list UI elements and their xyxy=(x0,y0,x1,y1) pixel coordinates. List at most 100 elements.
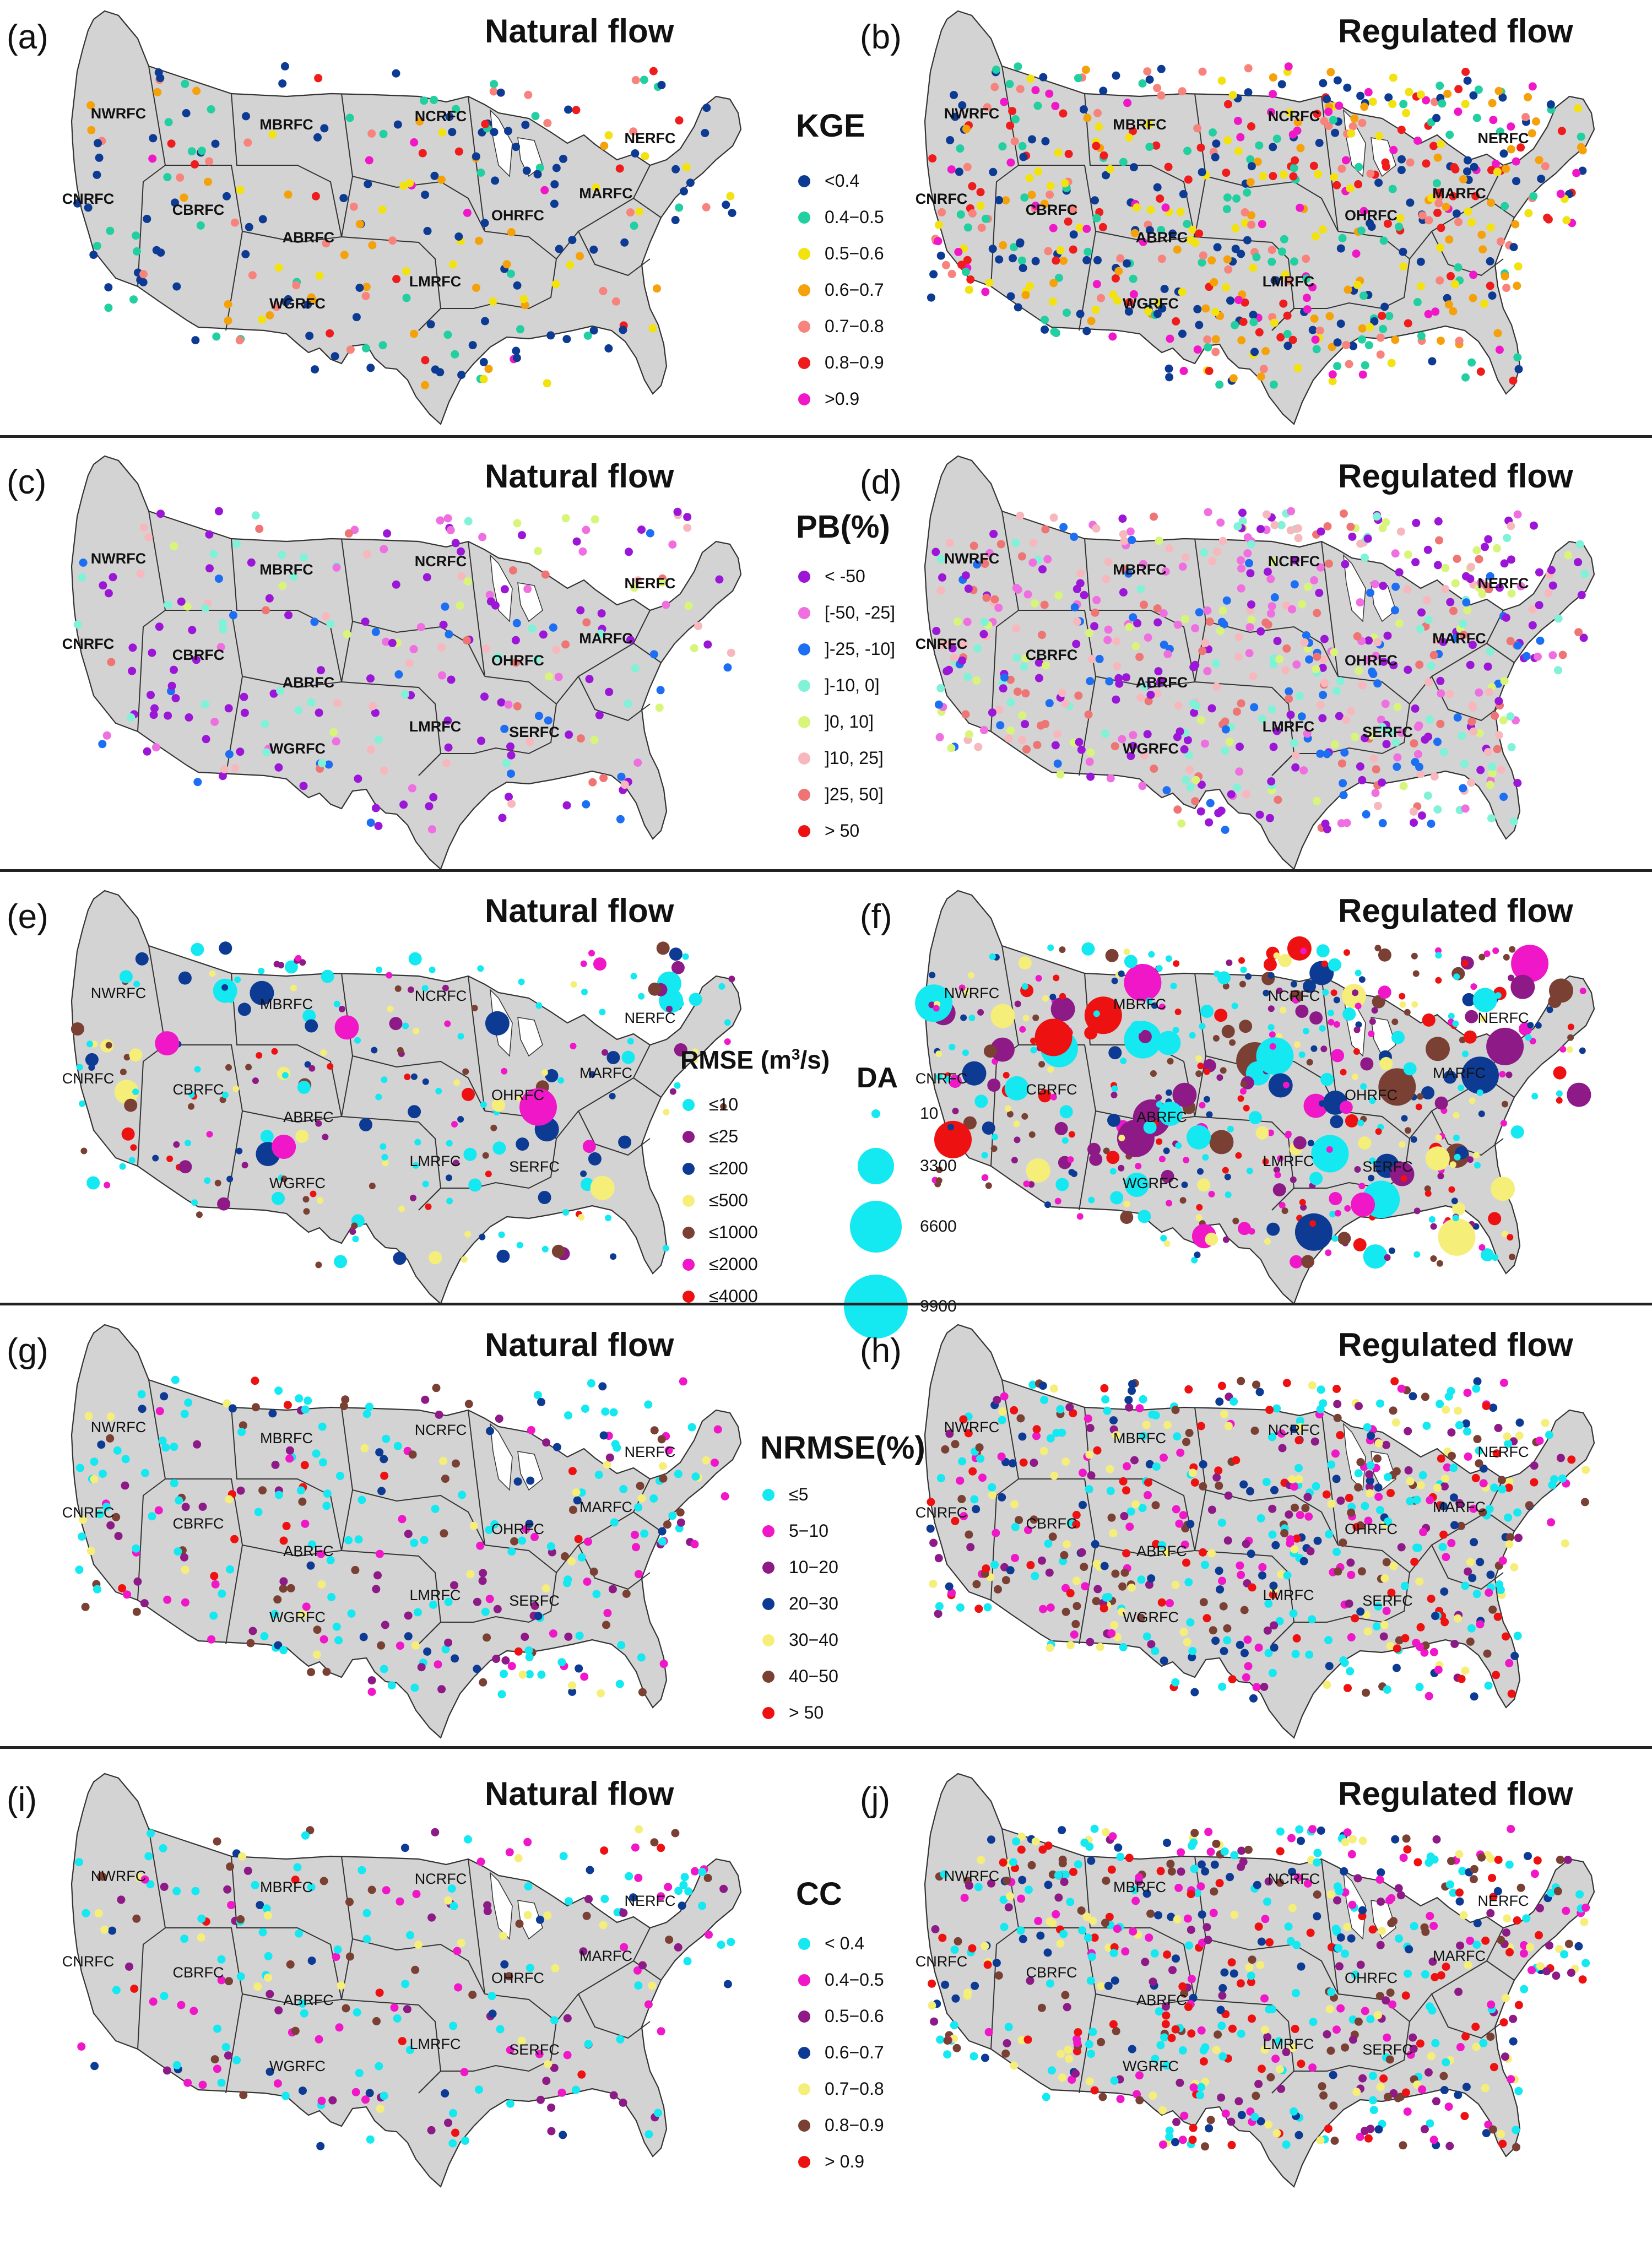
station-marker xyxy=(1119,1477,1128,1486)
station-marker xyxy=(1387,359,1396,367)
station-marker xyxy=(1317,527,1325,536)
station-marker xyxy=(1519,1949,1528,1958)
station-marker xyxy=(1287,507,1296,516)
station-marker xyxy=(598,1382,607,1391)
station-marker xyxy=(1048,1532,1057,1541)
station-marker xyxy=(513,702,522,711)
station-marker xyxy=(1358,1906,1367,1915)
station-marker xyxy=(1270,318,1279,327)
station-marker xyxy=(1229,374,1238,383)
station-marker xyxy=(1209,128,1217,137)
station-marker xyxy=(1276,1827,1285,1836)
station-marker xyxy=(1259,172,1268,181)
station-marker xyxy=(1214,1466,1223,1475)
map-panel-nrmse-left: NWRFC MBRFC NCRFC NERFC CNRFC CBRFC ABRFC OHRFC… xyxy=(0,1314,799,1749)
station-marker xyxy=(1358,335,1366,344)
station-marker xyxy=(1111,742,1119,751)
station-marker xyxy=(1558,1474,1567,1483)
station-marker xyxy=(225,1495,234,1504)
station-marker xyxy=(1126,527,1135,536)
station-marker xyxy=(1310,1045,1318,1052)
station-marker xyxy=(1033,101,1042,110)
station-marker xyxy=(1080,590,1088,599)
station-marker xyxy=(372,1585,381,1594)
station-marker xyxy=(224,2051,232,2060)
station-marker xyxy=(1294,1436,1303,1445)
station-marker xyxy=(1205,2124,1214,2133)
station-marker xyxy=(1561,1539,1569,1548)
station-marker xyxy=(1474,1162,1481,1169)
station-marker xyxy=(1290,257,1298,266)
station-marker xyxy=(538,1191,551,1204)
station-marker xyxy=(605,687,614,696)
station-marker xyxy=(408,1105,421,1119)
station-marker xyxy=(1236,1640,1244,1649)
station-marker xyxy=(339,194,348,203)
station-marker xyxy=(1320,1045,1328,1053)
station-marker xyxy=(1091,196,1099,205)
station-marker xyxy=(1211,348,1220,356)
station-marker xyxy=(1158,1101,1183,1126)
station-marker xyxy=(1193,124,1202,133)
legend-swatch xyxy=(798,643,810,655)
station-marker xyxy=(1432,636,1440,644)
station-marker xyxy=(1265,814,1274,822)
station-marker xyxy=(86,1547,95,1556)
station-marker xyxy=(1496,583,1504,592)
station-marker xyxy=(1494,992,1502,999)
station-marker xyxy=(334,1255,348,1269)
station-marker xyxy=(1260,2045,1269,2054)
station-marker xyxy=(375,1988,384,1997)
station-marker xyxy=(1220,1968,1229,1977)
station-marker xyxy=(279,1584,288,1593)
station-marker xyxy=(1330,2136,1339,2145)
station-marker xyxy=(1285,108,1294,117)
station-marker xyxy=(1477,1853,1486,1862)
station-marker xyxy=(1201,304,1210,313)
station-marker xyxy=(1555,1945,1564,1953)
station-marker xyxy=(972,676,981,685)
station-marker xyxy=(188,1103,194,1110)
station-marker xyxy=(648,324,657,333)
rfc-boundary xyxy=(1084,93,1195,237)
station-marker xyxy=(445,112,454,121)
station-marker xyxy=(355,220,364,229)
station-marker xyxy=(1525,1501,1534,1510)
station-marker xyxy=(302,1196,310,1203)
station-marker xyxy=(1249,311,1258,319)
station-marker xyxy=(1346,1558,1355,1567)
legend-swatch xyxy=(798,752,810,765)
station-marker xyxy=(496,1249,510,1263)
station-marker xyxy=(1552,1971,1561,1980)
rfc-label-ohrfc: OHRFC xyxy=(1345,207,1398,224)
station-marker xyxy=(1511,220,1520,229)
rfc-label-serfc: SERFC xyxy=(1362,1158,1413,1175)
legend-swatch xyxy=(798,680,810,692)
rfc-label-ncrfc: NCRFC xyxy=(1268,108,1320,124)
station-marker xyxy=(1017,1833,1026,1841)
station-marker xyxy=(375,1093,382,1101)
station-marker xyxy=(1499,149,1508,158)
station-marker xyxy=(1399,100,1408,109)
station-marker xyxy=(574,1535,583,1543)
station-marker xyxy=(1553,1066,1567,1080)
station-marker xyxy=(1129,290,1138,299)
station-marker xyxy=(1391,1418,1400,1427)
station-marker xyxy=(963,256,972,264)
legend-item: 10−20 xyxy=(760,1552,903,1585)
legend-item: ≤200 xyxy=(680,1153,824,1186)
station-marker xyxy=(507,1662,516,1671)
station-marker xyxy=(1435,536,1443,545)
station-marker xyxy=(1376,2083,1385,2091)
station-marker xyxy=(1042,661,1050,670)
station-marker xyxy=(1581,1903,1590,1912)
station-marker xyxy=(1441,584,1450,593)
station-marker xyxy=(1173,960,1180,967)
station-marker xyxy=(1119,530,1128,539)
station-marker xyxy=(345,1952,354,1961)
station-marker xyxy=(1247,600,1255,609)
station-marker xyxy=(1010,137,1019,146)
station-marker xyxy=(1054,1871,1063,1879)
station-marker xyxy=(1046,182,1055,190)
station-marker xyxy=(565,1897,573,1906)
